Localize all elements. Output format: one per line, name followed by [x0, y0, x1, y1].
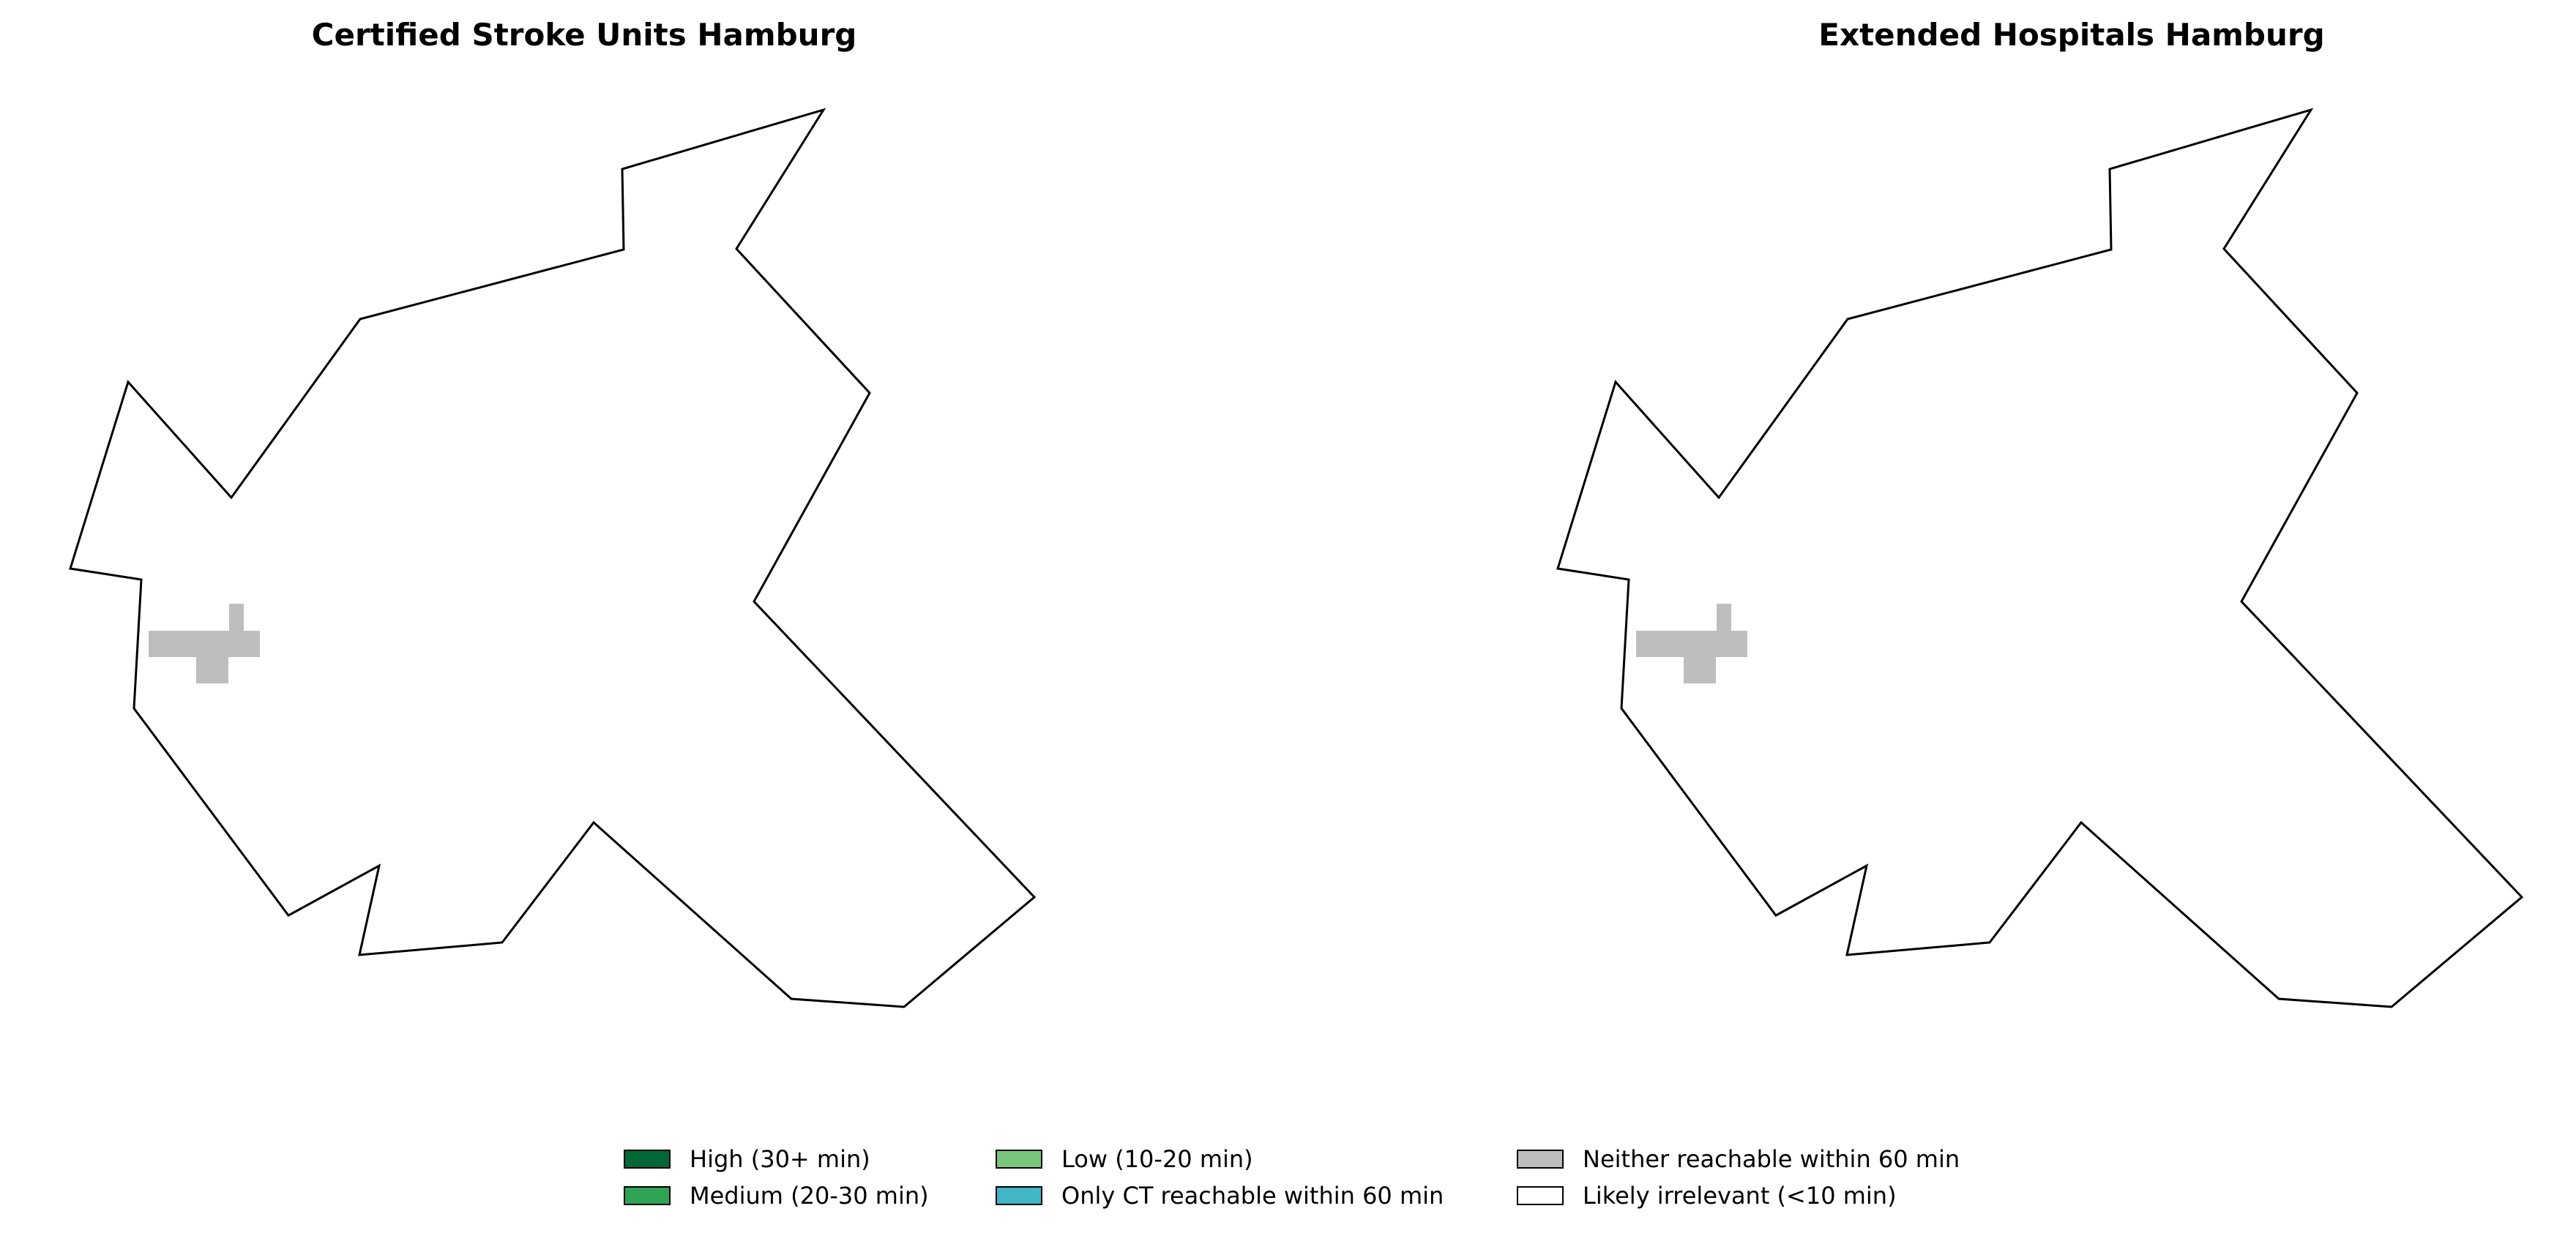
legend-swatch [624, 1150, 671, 1169]
legend-item-medium: Medium (20-30 min) [624, 1178, 929, 1213]
unreachable-area-cell [229, 604, 244, 633]
unreachable-area-cell [149, 631, 260, 657]
legend-label: Medium (20-30 min) [690, 1182, 929, 1210]
legend-item-likely-irrelevant: Likely irrelevant (<10 min) [1517, 1178, 1897, 1213]
map-canvas [1556, 108, 2524, 1008]
unreachable-area [149, 604, 260, 683]
unreachable-area-cell [1717, 604, 1731, 633]
map-canvas [69, 108, 1037, 1008]
legend-label: Only CT reachable within 60 min [1061, 1182, 1444, 1210]
legend-swatch [1517, 1150, 1564, 1169]
legend-item-only-ct: Only CT reachable within 60 min [996, 1178, 1444, 1213]
map-panel-extended-hospitals: Extended Hospitals Hamburg [1523, 0, 2576, 1061]
legend-item-low: Low (10-20 min) [996, 1142, 1253, 1177]
unreachable-area-cell [1684, 656, 1716, 683]
map-panel-certified-stroke-units: Certified Stroke Units Hamburg [35, 0, 1133, 1061]
legend-item-high: High (30+ min) [624, 1142, 870, 1177]
unreachable-area-cell [196, 656, 228, 683]
unreachable-area-cell [1636, 631, 1747, 657]
unreachable-area [1636, 604, 1747, 683]
hamburg-boundary [1556, 108, 2524, 1008]
legend-label: Likely irrelevant (<10 min) [1583, 1182, 1897, 1210]
legend-swatch [996, 1150, 1042, 1169]
map-title: Certified Stroke Units Hamburg [311, 17, 857, 53]
legend-label: Low (10-20 min) [1061, 1145, 1253, 1173]
legend-label: High (30+ min) [690, 1145, 870, 1173]
legend-item-neither-reachable: Neither reachable within 60 min [1517, 1142, 1960, 1177]
map-legend: High (30+ min) Medium (20-30 min) Low (1… [624, 1142, 2015, 1229]
map-title: Extended Hospitals Hamburg [1818, 17, 2325, 53]
hamburg-boundary [69, 108, 1037, 1008]
legend-swatch [1517, 1186, 1564, 1205]
legend-label: Neither reachable within 60 min [1583, 1145, 1960, 1173]
legend-swatch [996, 1186, 1042, 1205]
legend-swatch [624, 1186, 671, 1205]
